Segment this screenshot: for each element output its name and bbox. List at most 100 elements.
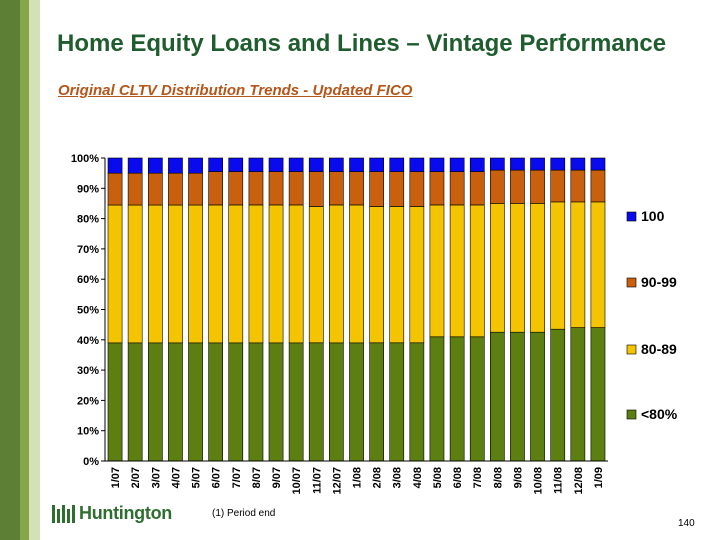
- bar-segment: [570, 327, 586, 462]
- legend-label: <80%: [641, 406, 678, 422]
- bar-segment: [530, 157, 545, 171]
- bar-segment: [429, 336, 445, 462]
- bar-segment: [127, 342, 143, 462]
- bar-segment: [208, 204, 224, 344]
- bar-segment: [489, 331, 505, 462]
- bar-segment: [228, 157, 244, 172]
- bar-segment: [449, 171, 465, 206]
- bar-segment: [349, 342, 364, 462]
- bar-segment: [328, 204, 344, 344]
- x-tick-label: 7/07: [231, 467, 243, 488]
- bar-segment: [127, 172, 143, 206]
- y-tick-label: 70%: [77, 244, 99, 256]
- bar-segment: [308, 206, 324, 344]
- bar-segment: [570, 169, 586, 203]
- chart-subtitle: Original CLTV Distribution Trends - Upda…: [58, 82, 413, 99]
- bar-segment: [308, 342, 324, 462]
- bar-segment: [369, 171, 385, 207]
- bar-segment: [268, 342, 284, 462]
- bar-segment: [308, 157, 324, 172]
- bar-segment: [449, 336, 465, 462]
- bar-segment: [349, 157, 364, 172]
- bar-segment: [208, 342, 224, 462]
- x-tick-label: 1/08: [352, 467, 364, 488]
- bar-segment: [369, 157, 385, 172]
- bar-segment: [530, 169, 545, 204]
- bar-segment: [268, 171, 284, 206]
- bar-segment: [590, 327, 606, 462]
- x-tick-label: 4/08: [412, 467, 424, 488]
- bar-segment: [288, 157, 304, 172]
- legend-label: 100: [641, 208, 665, 224]
- bar-segment: [570, 201, 586, 328]
- y-tick-label: 30%: [77, 365, 99, 377]
- bar-segment: [188, 157, 203, 174]
- bar-segment: [268, 204, 284, 344]
- bar-segment: [550, 328, 566, 462]
- bar-segment: [570, 157, 586, 171]
- bar-segment: [429, 204, 445, 338]
- bar-segment: [449, 157, 465, 172]
- bar-segment: [248, 171, 264, 206]
- legend-swatch: [626, 211, 637, 222]
- bar-segment: [208, 171, 224, 206]
- y-tick-label: 60%: [77, 274, 99, 286]
- bar-segment: [489, 203, 505, 333]
- bar-segment: [550, 201, 566, 330]
- x-tick-label: 11/08: [553, 467, 565, 494]
- bar-segment: [469, 157, 485, 172]
- bar-segment: [489, 157, 505, 171]
- bar-segment: [389, 157, 405, 172]
- bar-segment: [107, 157, 123, 174]
- y-tick-label: 40%: [77, 335, 99, 347]
- x-tick-label: 3/07: [150, 467, 162, 488]
- bar-segment: [590, 169, 606, 203]
- bar-segment: [148, 157, 163, 174]
- bar-segment: [188, 172, 203, 206]
- x-tick-label: 3/08: [392, 467, 404, 488]
- x-tick-label: 9/07: [271, 467, 283, 488]
- bar-segment: [228, 204, 244, 344]
- bar-segment: [328, 157, 344, 172]
- x-tick-label: 6/08: [452, 467, 464, 488]
- bar-segment: [288, 171, 304, 206]
- sidebar-stripe-light: [29, 0, 40, 540]
- bar-segment: [349, 204, 364, 344]
- y-tick-label: 50%: [77, 305, 99, 317]
- page-title: Home Equity Loans and Lines – Vintage Pe…: [57, 30, 667, 57]
- legend-swatch: [626, 344, 637, 355]
- legend-swatch: [626, 409, 637, 420]
- bar-segment: [288, 342, 304, 462]
- bar-segment: [469, 204, 485, 338]
- bar-segment: [489, 169, 505, 204]
- bar-segment: [550, 157, 566, 171]
- bar-segment: [168, 172, 183, 206]
- logo-text: Huntington: [79, 503, 172, 523]
- bar-segment: [389, 342, 405, 462]
- bar-segment: [369, 206, 385, 344]
- legend-swatch: [626, 277, 637, 288]
- bar-segment: [530, 203, 545, 333]
- legend-label: 90-99: [641, 274, 677, 290]
- bar-segment: [168, 157, 183, 174]
- bar-segment: [208, 157, 224, 172]
- x-tick-label: 8/08: [492, 467, 504, 488]
- sidebar-stripe-mid: [20, 0, 29, 540]
- bar-segment: [369, 342, 385, 462]
- bar-segment: [429, 157, 445, 172]
- bar-segment: [148, 342, 163, 462]
- bar-segment: [550, 169, 566, 203]
- bar-segment: [409, 171, 425, 207]
- sidebar-stripe-dark: [0, 0, 20, 540]
- bar-segment: [590, 157, 606, 171]
- bar-segment: [328, 171, 344, 206]
- x-tick-label: 5/07: [191, 467, 203, 488]
- bar-segment: [510, 169, 525, 204]
- x-tick-label: 7/08: [472, 467, 484, 488]
- bar-segment: [148, 204, 163, 344]
- bar-segment: [127, 204, 143, 344]
- page-number: 140: [678, 518, 695, 529]
- x-tick-label: 10/07: [291, 467, 303, 495]
- bar-segment: [148, 172, 163, 206]
